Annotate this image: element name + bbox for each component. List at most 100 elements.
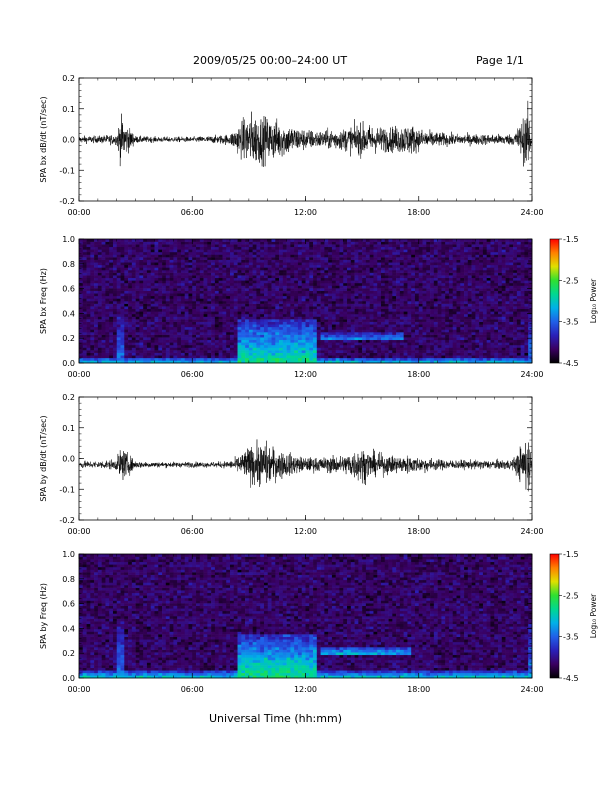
spectrogram-cell (196, 313, 201, 317)
spectrogram-cell (252, 288, 257, 291)
spectrogram-cell (177, 241, 182, 245)
spectrogram-cell (128, 313, 133, 317)
spectrogram-cell (290, 321, 295, 325)
spectrogram-cell (177, 301, 182, 304)
spectrogram-cell (241, 321, 246, 325)
spectrogram-cell (203, 319, 208, 322)
spectrogram-cell (263, 241, 269, 245)
spectrogram-cell (203, 272, 208, 276)
spectrogram-cell (297, 239, 303, 242)
spectrogram-cell (294, 326, 299, 330)
spectrogram-cell (245, 347, 250, 351)
spectrogram-cell (143, 241, 148, 245)
spectrogram-cell (316, 282, 321, 286)
spectrogram-cell (456, 344, 461, 348)
spectrogram-cell (203, 337, 208, 341)
spectrogram-cell (373, 277, 378, 281)
spectrogram-cell (90, 277, 95, 281)
spectrogram-cell (331, 332, 336, 335)
spectrogram-cell (294, 329, 299, 333)
spectrogram-cell (214, 355, 219, 359)
spectrogram-cell (112, 246, 118, 250)
spectrogram-cell (252, 251, 257, 255)
spectrogram-cell (112, 308, 118, 312)
spectrogram-cell (116, 311, 121, 315)
spectrogram-cell (271, 270, 276, 273)
spectrogram-cell (339, 290, 344, 294)
spectrogram-cell (188, 239, 193, 242)
spectrogram-cell (331, 277, 336, 281)
spectrogram-cell (422, 277, 427, 281)
spectrogram-cell (433, 277, 438, 281)
spectrogram-cell (331, 344, 336, 348)
spectrogram-cell (430, 288, 435, 291)
spectrogram-cell (350, 324, 355, 328)
spectrogram-cell (441, 280, 446, 284)
spectrogram-cell (418, 329, 423, 333)
spectrogram-cell (411, 301, 416, 304)
spectrogram-cell (135, 275, 140, 279)
spectrogram-cell (199, 313, 204, 317)
spectrogram-cell (109, 301, 114, 304)
spectrogram-cell (456, 308, 461, 312)
spectrogram-cell (369, 259, 374, 263)
spectrogram-cell (282, 355, 287, 359)
spectrogram-cell (316, 301, 321, 304)
spectrogram-cell (297, 295, 303, 299)
spectrogram-cell (358, 257, 363, 260)
spectrogram-cell (275, 277, 280, 281)
spectrogram-cell (358, 295, 363, 299)
spectrogram-cell (381, 301, 386, 304)
spectrogram-cell (109, 347, 114, 351)
spectrogram-cell (237, 264, 242, 268)
spectrogram-cell (426, 275, 431, 279)
spectrogram-cell (180, 251, 186, 255)
spectrogram-cell (313, 329, 318, 333)
spectrogram-cell (260, 257, 265, 260)
spectrogram-cell (377, 339, 382, 343)
spectrogram-cell (426, 337, 431, 341)
spectrogram-cell (94, 254, 99, 258)
spectrogram-cell (414, 285, 420, 289)
spectrogram-cell (324, 342, 329, 346)
spectrogram-cell (109, 321, 114, 325)
spectrogram-cell (267, 342, 272, 346)
spectrogram-cell (350, 326, 355, 330)
spectrogram-cell (203, 280, 208, 284)
spectrogram-cell (86, 272, 91, 276)
spectrogram-cell (252, 290, 257, 294)
spectrogram-cell (267, 347, 272, 351)
spectrogram-cell (233, 282, 238, 286)
spectrogram-cell (320, 301, 325, 304)
spectrogram-cell (271, 295, 276, 299)
spectrogram-cell (456, 251, 461, 255)
spectrogram-cell (252, 347, 257, 351)
spectrogram-cell (105, 295, 110, 299)
spectrogram-cell (347, 259, 352, 263)
spectrogram-cell (180, 316, 186, 320)
spectrogram-cell (392, 311, 397, 315)
spectrogram-cell (177, 280, 182, 284)
spectrogram-cell (365, 316, 370, 320)
spectrogram-cell (112, 350, 118, 353)
spectrogram-cell (199, 249, 204, 253)
spectrogram-cell (403, 246, 408, 250)
spectrogram-cell (384, 270, 389, 273)
spectrogram-cell (275, 282, 280, 286)
spectrogram-cell (392, 272, 397, 276)
spectrogram-cell (286, 342, 291, 346)
spectrogram-cell (226, 277, 231, 281)
spectrogram-cell (101, 306, 106, 310)
spectrogram-cell (297, 321, 303, 325)
spectrogram-cell (437, 352, 442, 356)
spectrogram-cell (430, 254, 435, 258)
spectrogram-cell (230, 262, 235, 266)
spectrogram-cell (305, 308, 310, 312)
spectrogram-cell (301, 262, 306, 266)
spectrogram-cell (162, 352, 167, 356)
spectrogram-cell (184, 308, 189, 312)
y-tick-label: 0.0 (62, 136, 75, 145)
spectrogram-cell (335, 239, 340, 242)
spectrogram-cell (437, 355, 442, 359)
spectrogram-cell (90, 306, 95, 310)
